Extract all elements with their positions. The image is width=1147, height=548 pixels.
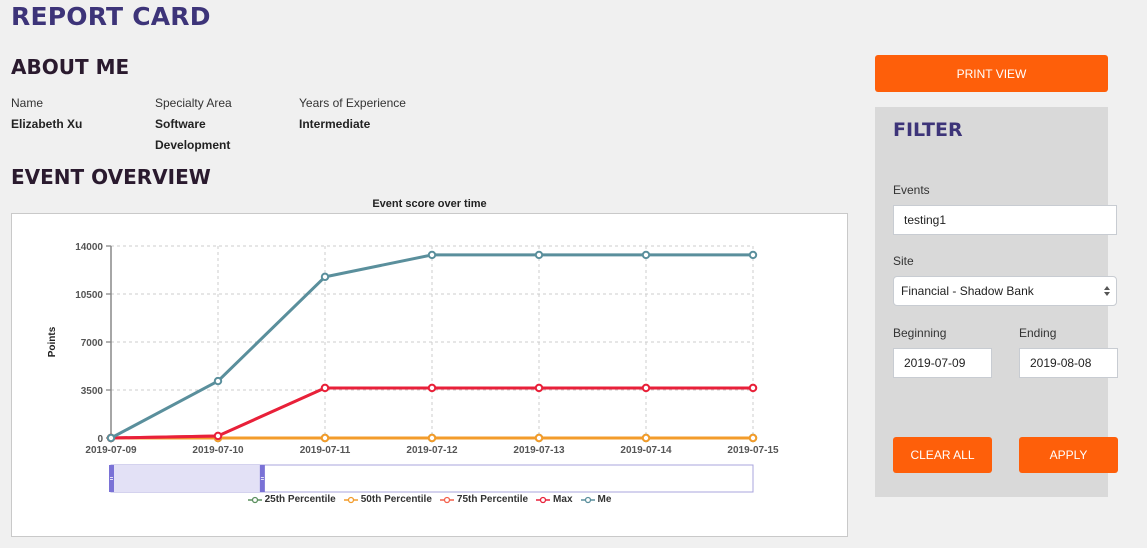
- data-point[interactable]: [641, 250, 651, 260]
- ending-label: Ending: [1019, 326, 1057, 340]
- legend-item[interactable]: Me: [580, 494, 612, 505]
- about-me-heading: ABOUT ME: [11, 55, 130, 79]
- series-line: [110, 386, 753, 440]
- data-point[interactable]: [320, 272, 330, 282]
- experience-label: Years of Experience: [299, 96, 406, 110]
- data-point[interactable]: [213, 376, 223, 386]
- about-specialty: Specialty Area Software Development: [155, 93, 295, 156]
- data-point[interactable]: [641, 433, 651, 443]
- chart-legend: 25th Percentile 50th Percentile 75th Perce…: [12, 494, 847, 507]
- y-tick-label: 0: [97, 434, 103, 445]
- legend-label: 50th Percentile: [360, 494, 432, 505]
- about-experience: Years of Experience Intermediate: [299, 93, 439, 135]
- data-point[interactable]: [320, 383, 330, 393]
- y-tick-label: 10500: [75, 290, 103, 301]
- x-tick-label: 2019-07-12: [406, 445, 458, 456]
- events-label: Events: [893, 183, 930, 197]
- events-input-value: testing1: [904, 213, 947, 227]
- ending-date-input[interactable]: 2019-08-08: [1019, 348, 1118, 378]
- data-point[interactable]: [213, 431, 223, 441]
- beginning-date-input[interactable]: 2019-07-09: [893, 348, 992, 378]
- site-select-value: Financial - Shadow Bank: [901, 284, 1034, 298]
- x-tick-label: 2019-07-11: [300, 445, 351, 456]
- legend-marker-icon: [247, 496, 262, 503]
- legend-marker-icon: [580, 496, 595, 503]
- site-label: Site: [893, 254, 914, 268]
- print-view-button[interactable]: PRINT VIEW: [875, 55, 1108, 92]
- data-point[interactable]: [534, 250, 544, 260]
- data-point[interactable]: [427, 383, 437, 393]
- data-point[interactable]: [534, 383, 544, 393]
- y-axis-label: Points: [47, 326, 58, 357]
- legend-item[interactable]: Max: [536, 494, 573, 505]
- site-select[interactable]: Financial - Shadow Bank: [893, 276, 1117, 306]
- y-tick-label: 14000: [75, 242, 103, 253]
- events-input[interactable]: testing1: [893, 205, 1117, 235]
- apply-button[interactable]: APPLY: [1019, 437, 1118, 473]
- data-point[interactable]: [748, 250, 758, 260]
- legend-marker-icon: [439, 496, 454, 503]
- x-tick-label: 2019-07-09: [85, 445, 137, 456]
- series-line: [110, 386, 753, 440]
- legend-label: Me: [597, 494, 612, 505]
- data-point[interactable]: [748, 433, 758, 443]
- line-chart: 0 3500 7000 10500 14000 2019-07-09 2019-07-10 2…: [47, 242, 779, 493]
- chart-title: Event score over time: [372, 198, 487, 210]
- data-point[interactable]: [748, 383, 758, 393]
- data-point[interactable]: [534, 433, 544, 443]
- x-tick-label: 2019-07-14: [620, 445, 672, 456]
- x-tick-label: 2019-07-10: [192, 445, 244, 456]
- about-name: Name Elizabeth Xu: [11, 93, 151, 135]
- data-point[interactable]: [427, 433, 437, 443]
- zoom-slider-handle[interactable]: [109, 465, 114, 492]
- legend-label: 25th Percentile: [264, 494, 336, 505]
- zoom-slider-window[interactable]: [111, 465, 262, 492]
- y-tick-label: 3500: [81, 386, 104, 397]
- ending-date-value: 2019-08-08: [1030, 356, 1092, 370]
- filter-panel: FILTER Events testing1 Site Financial - …: [875, 107, 1118, 497]
- specialty-label: Specialty Area: [155, 96, 232, 110]
- data-point[interactable]: [106, 433, 116, 443]
- data-point[interactable]: [320, 433, 330, 443]
- specialty-value-line1: Software: [155, 117, 206, 131]
- specialty-value-line2: Development: [155, 138, 231, 152]
- legend-item[interactable]: 25th Percentile: [247, 494, 336, 505]
- legend-item[interactable]: 50th Percentile: [343, 494, 432, 505]
- filter-title: FILTER: [893, 119, 963, 141]
- name-label: Name: [11, 96, 44, 110]
- legend-marker-icon: [536, 496, 551, 503]
- clear-all-button[interactable]: CLEAR ALL: [893, 437, 992, 473]
- data-point[interactable]: [427, 250, 437, 260]
- beginning-date-value: 2019-07-09: [904, 356, 966, 370]
- zoom-slider-handle[interactable]: [259, 465, 265, 492]
- legend-label: Max: [553, 494, 573, 505]
- x-tick-label: 2019-07-13: [513, 445, 565, 456]
- experience-value: Intermediate: [299, 117, 371, 131]
- select-arrows-icon: [1104, 286, 1110, 296]
- beginning-label: Beginning: [893, 326, 947, 340]
- name-value: Elizabeth Xu: [11, 117, 83, 131]
- legend-label: 75th Percentile: [456, 494, 529, 505]
- event-overview-heading: EVENT OVERVIEW: [11, 165, 211, 189]
- x-tick-label: 2019-07-15: [727, 445, 779, 456]
- y-tick-label: 7000: [81, 338, 104, 349]
- chart-container: 0 3500 7000 10500 14000 2019-07-09 2019-07-10 2…: [11, 213, 848, 537]
- legend-marker-icon: [343, 496, 358, 503]
- legend-item[interactable]: 75th Percentile: [439, 494, 529, 505]
- data-point[interactable]: [641, 383, 651, 393]
- page-title: REPORT CARD: [11, 2, 211, 31]
